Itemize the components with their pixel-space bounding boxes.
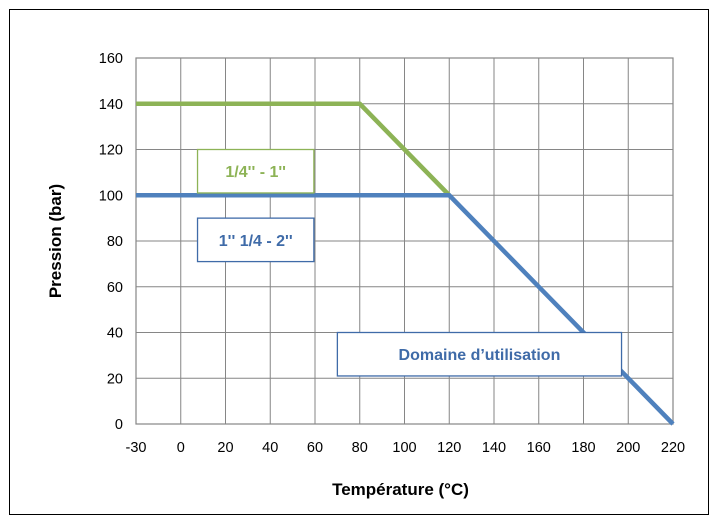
x-tick-label-2: 20 bbox=[217, 440, 233, 456]
chart: 1/4'' - 1'' 1'' 1/4 - 2'' Domaine d’utilis… bbox=[46, 51, 686, 499]
x-tick-label-5: 80 bbox=[352, 440, 368, 456]
x-axis-title: Température (°C) bbox=[332, 480, 469, 499]
x-tick-label-0: -30 bbox=[126, 440, 147, 456]
x-tick-label-7: 120 bbox=[437, 440, 461, 456]
y-tick-label-7: 140 bbox=[99, 97, 123, 113]
x-tick-label-12: 220 bbox=[661, 440, 685, 456]
y-tick-label-4: 80 bbox=[107, 234, 123, 250]
x-tick-label-10: 180 bbox=[571, 440, 595, 456]
annotation-box-0 bbox=[196, 148, 315, 194]
y-axis-title: Pression (bar) bbox=[46, 184, 65, 298]
annotation-label-2: Domaine d’utilisation bbox=[399, 347, 561, 364]
annotation-box-2 bbox=[336, 331, 623, 377]
y-tick-label-3: 60 bbox=[107, 280, 123, 296]
x-tick-labels: -30 0 20 40 60 80 100 120 140 160 180 200 220 bbox=[126, 440, 686, 456]
y-tick-label-0: 0 bbox=[115, 417, 123, 433]
y-tick-labels: 0 20 40 60 80 100 120 140 160 bbox=[99, 51, 123, 433]
x-tick-label-3: 40 bbox=[262, 440, 278, 456]
annotation-label-0: 1/4'' - 1'' bbox=[225, 164, 286, 181]
chart-frame: 1/4'' - 1'' 1'' 1/4 - 2'' Domaine d’utilis… bbox=[9, 9, 709, 515]
series-line-0 bbox=[136, 101, 451, 197]
x-tick-label-9: 160 bbox=[527, 440, 551, 456]
plot-border bbox=[135, 57, 674, 425]
y-tick-label-1: 20 bbox=[107, 371, 123, 387]
x-tick-label-1: 0 bbox=[177, 440, 185, 456]
x-tick-label-6: 100 bbox=[392, 440, 416, 456]
x-tick-label-11: 200 bbox=[616, 440, 640, 456]
grid bbox=[135, 57, 674, 425]
annotations-layer: 1/4'' - 1'' 1'' 1/4 - 2'' Domaine d’utilis… bbox=[196, 148, 623, 377]
y-tick-label-5: 100 bbox=[99, 188, 123, 204]
x-tick-label-8: 140 bbox=[482, 440, 506, 456]
y-tick-label-8: 160 bbox=[99, 51, 123, 67]
x-tick-label-4: 60 bbox=[307, 440, 323, 456]
annotation-label-1: 1'' 1/4 - 2'' bbox=[219, 233, 293, 250]
annotation-box-1 bbox=[196, 217, 315, 263]
y-tick-label-6: 120 bbox=[99, 143, 123, 159]
y-tick-label-2: 40 bbox=[107, 326, 123, 342]
